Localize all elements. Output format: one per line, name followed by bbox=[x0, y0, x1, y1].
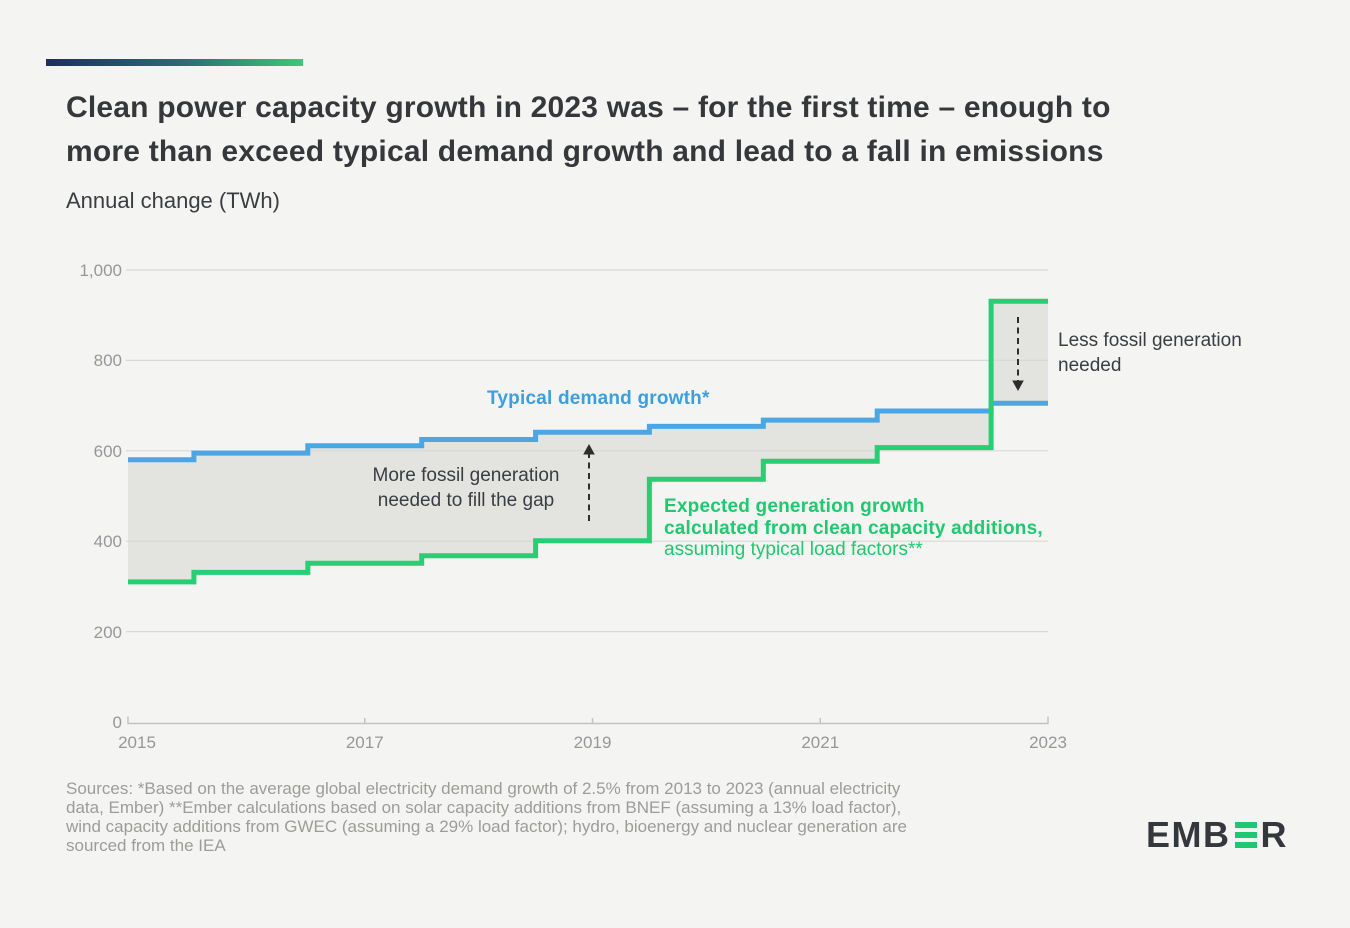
y-tick-label: 800 bbox=[93, 351, 122, 371]
ember-logo-green-e-icon bbox=[1234, 822, 1257, 848]
sources-note: Sources: *Based on the average global el… bbox=[66, 779, 907, 855]
more-fossil-annotation: More fossil generation needed to fill th… bbox=[372, 465, 560, 511]
ember-logo-text-emb: EMB bbox=[1146, 814, 1231, 855]
x-tick-label: 2023 bbox=[1029, 733, 1067, 752]
y-tick-label: 1,000 bbox=[79, 261, 122, 280]
page-title: Clean power capacity growth in 2023 was … bbox=[66, 91, 1111, 168]
x-tick-label: 2019 bbox=[573, 733, 612, 752]
y-tick-label: 200 bbox=[93, 622, 122, 642]
clean-growth-series-label-bold: Expected generation growth calculated fr… bbox=[664, 496, 1043, 539]
brand-gradient-bar bbox=[46, 59, 303, 66]
chart-subtitle: Annual change (TWh) bbox=[66, 188, 280, 213]
y-tick-label: 0 bbox=[112, 713, 122, 732]
ember-logo-text-r: R bbox=[1260, 814, 1288, 855]
demand-growth-series-label: Typical demand growth* bbox=[487, 388, 710, 409]
y-tick-label: 600 bbox=[93, 441, 122, 461]
x-tick-label: 2015 bbox=[118, 733, 156, 752]
less-fossil-annotation: Less fossil generation needed bbox=[1058, 330, 1242, 376]
y-tick-label: 400 bbox=[93, 532, 122, 552]
x-tick-label: 2021 bbox=[801, 733, 840, 752]
ember-logo: EMB R bbox=[1146, 814, 1288, 855]
clean-growth-series-label: Expected generation growth calculated fr… bbox=[664, 496, 1124, 561]
clean-growth-series-label-regular: assuming typical load factors** bbox=[664, 539, 923, 560]
x-tick-label: 2017 bbox=[345, 733, 384, 752]
